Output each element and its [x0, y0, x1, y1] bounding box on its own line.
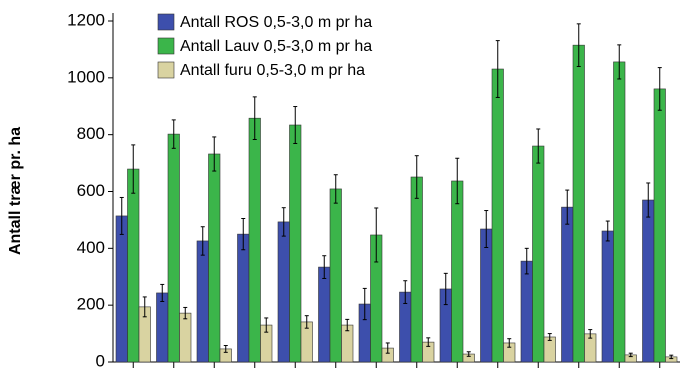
error-bar	[414, 155, 419, 199]
bar	[480, 228, 493, 363]
error-bar	[241, 217, 246, 251]
bar	[179, 312, 192, 363]
error-bar	[588, 329, 593, 339]
error-bar	[374, 207, 379, 263]
bar	[127, 168, 140, 363]
error-bar	[646, 182, 651, 218]
bar	[532, 145, 545, 363]
bar	[156, 292, 169, 363]
error-bar	[322, 255, 327, 279]
error-bar	[223, 345, 228, 353]
y-axis-label: Antall trær pr. ha	[7, 127, 24, 255]
legend-label: Antall Lauv 0,5-3,0 m pr ha	[180, 38, 372, 55]
bar	[520, 260, 533, 363]
y-tick-label: 200	[77, 295, 105, 314]
error-bar	[200, 226, 205, 256]
error-bar	[171, 119, 176, 149]
y-tick-label: 1000	[67, 67, 105, 86]
error-bar	[281, 207, 286, 237]
error-bar	[426, 337, 431, 347]
y-tick-label: 600	[77, 181, 105, 200]
error-bar	[443, 272, 448, 306]
bar	[642, 199, 655, 363]
bar	[277, 221, 290, 363]
bar	[115, 215, 128, 363]
error-bar	[333, 174, 338, 204]
error-bar	[160, 283, 165, 302]
legend-swatch	[157, 61, 175, 79]
bar	[613, 61, 626, 363]
bar	[653, 88, 666, 363]
bar	[248, 117, 261, 363]
error-bar	[455, 157, 460, 205]
y-tick-label: 800	[77, 124, 105, 143]
bar	[491, 68, 504, 363]
legend-swatch	[157, 13, 175, 31]
error-bar	[293, 106, 298, 144]
legend-label: Antall furu 0,5-3,0 m pr ha	[180, 62, 365, 79]
bar	[601, 230, 614, 363]
error-bar	[183, 306, 188, 320]
error-bar	[119, 196, 124, 235]
bar	[196, 240, 209, 363]
error-bar	[345, 318, 350, 332]
error-bar	[576, 23, 581, 67]
y-tick-label: 0	[96, 351, 105, 370]
error-bar	[669, 354, 674, 360]
error-bar	[484, 210, 489, 248]
bar	[451, 180, 464, 363]
error-bar	[362, 287, 367, 321]
error-bar	[142, 296, 147, 318]
error-bar	[252, 96, 257, 140]
error-bar	[403, 280, 408, 304]
error-bar	[385, 342, 390, 354]
y-tick-label: 1200	[67, 10, 105, 29]
legend-label: Antall ROS 0,5-3,0 m pr ha	[180, 14, 372, 31]
legend-swatch	[157, 37, 175, 55]
y-tick-label: 400	[77, 238, 105, 257]
bar	[318, 266, 331, 363]
error-bar	[536, 128, 541, 164]
error-bar	[264, 317, 269, 333]
error-bar	[547, 333, 552, 341]
error-bar	[507, 338, 512, 348]
bar	[561, 206, 574, 363]
error-bar	[565, 189, 570, 225]
error-bar	[605, 220, 610, 242]
error-bar	[628, 352, 633, 358]
bar	[237, 233, 250, 363]
error-bar	[617, 44, 622, 80]
error-bar	[304, 315, 309, 329]
bar	[167, 133, 180, 363]
error-bar	[495, 40, 500, 98]
error-bar	[466, 351, 471, 357]
error-bar	[657, 67, 662, 111]
error-bar	[212, 136, 217, 172]
error-bar	[524, 247, 529, 275]
bar	[208, 153, 221, 363]
bar	[572, 44, 585, 363]
bar	[410, 176, 423, 363]
bar	[289, 124, 302, 363]
error-bar	[131, 144, 136, 194]
bar	[329, 188, 342, 363]
